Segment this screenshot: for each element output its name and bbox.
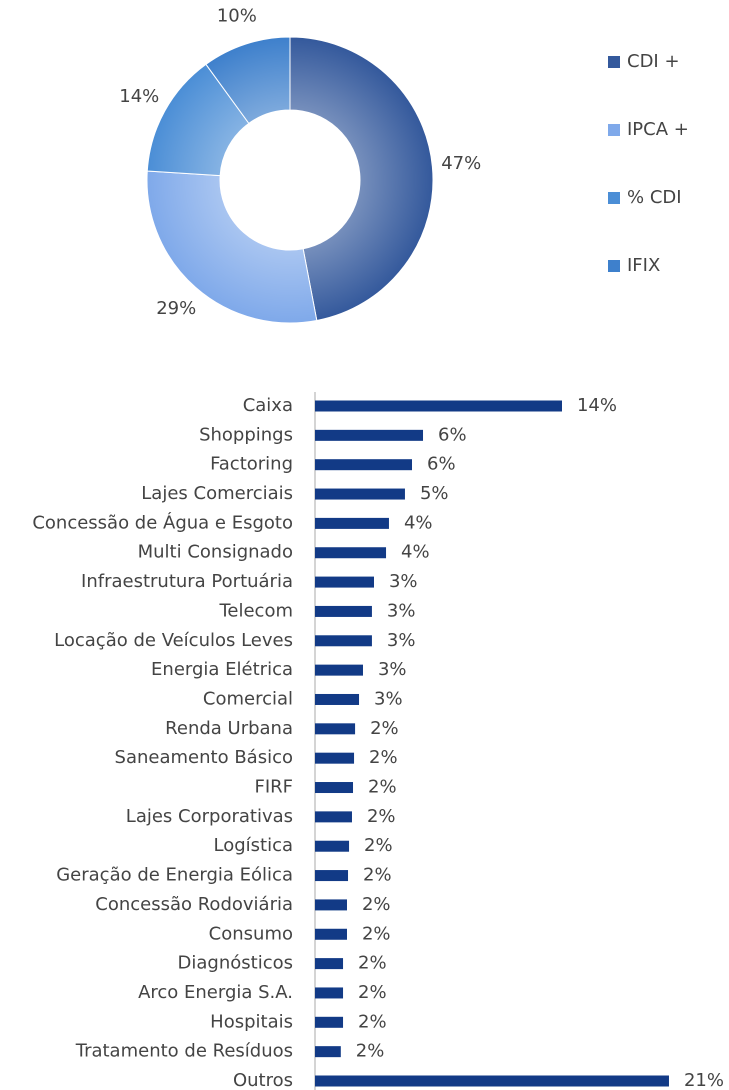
category-label: Hospitais <box>210 1011 293 1032</box>
bar <box>315 488 405 500</box>
category-label: Energia Elétrica <box>151 659 293 680</box>
category-label: Multi Consignado <box>138 542 293 563</box>
value-label: 2% <box>362 894 391 915</box>
value-label: 14% <box>577 395 617 416</box>
value-label: 4% <box>404 512 433 533</box>
value-label: 3% <box>387 630 416 651</box>
bar <box>315 635 372 647</box>
slice-label: 10% <box>217 5 257 26</box>
legend-swatch <box>608 192 620 204</box>
slice-label: 14% <box>119 86 159 107</box>
legend-label: IPCA + <box>627 119 689 140</box>
category-label: Lajes Corporativas <box>126 806 293 827</box>
value-label: 2% <box>367 806 396 827</box>
legend-swatch <box>608 260 620 272</box>
value-label: 2% <box>358 1011 387 1032</box>
category-label: Saneamento Básico <box>115 747 293 768</box>
category-label: Lajes Comerciais <box>141 483 293 504</box>
category-label: Comercial <box>203 688 293 709</box>
bar <box>315 782 354 794</box>
bar <box>315 870 349 882</box>
value-label: 3% <box>387 600 416 621</box>
category-label: Consumo <box>209 923 293 944</box>
bar <box>315 811 352 823</box>
legend-label: CDI + <box>627 51 680 72</box>
value-label: 2% <box>370 718 399 739</box>
value-label: 21% <box>684 1070 724 1090</box>
legend-label: IFIX <box>627 255 660 276</box>
bar <box>315 400 562 412</box>
bar <box>315 547 387 559</box>
category-label: Logística <box>213 835 293 856</box>
bar <box>315 459 413 471</box>
category-label: Renda Urbana <box>165 718 293 739</box>
bar <box>315 517 389 529</box>
value-label: 2% <box>364 835 393 856</box>
value-label: 2% <box>358 953 387 974</box>
legend-swatch <box>608 124 620 136</box>
bar <box>315 958 344 970</box>
bar <box>315 605 372 617</box>
slice-label: 47% <box>441 153 481 174</box>
bar <box>315 1075 669 1087</box>
bar <box>315 1046 341 1058</box>
value-label: 2% <box>358 982 387 1003</box>
category-label: Caixa <box>243 395 293 416</box>
value-label: 3% <box>389 571 418 592</box>
value-label: 2% <box>356 1041 385 1062</box>
value-label: 5% <box>420 483 449 504</box>
bar <box>315 723 356 735</box>
value-label: 2% <box>369 747 398 768</box>
category-label: Locação de Veículos Leves <box>54 630 293 651</box>
bar <box>315 664 363 676</box>
donut-hole <box>220 110 360 250</box>
category-label: Concessão de Água e Esgoto <box>32 511 293 533</box>
value-label: 6% <box>427 454 456 475</box>
value-label: 4% <box>401 542 430 563</box>
value-label: 2% <box>362 923 391 944</box>
bar <box>315 693 360 705</box>
legend-label: % CDI <box>627 187 682 208</box>
value-label: 2% <box>368 777 397 798</box>
category-label: Concessão Rodoviária <box>95 894 293 915</box>
value-label: 3% <box>378 659 407 680</box>
bar <box>315 840 350 852</box>
slice-label: 29% <box>156 298 196 319</box>
category-label: Arco Energia S.A. <box>138 982 293 1003</box>
value-label: 3% <box>374 688 403 709</box>
category-label: Factoring <box>210 454 293 475</box>
category-label: Telecom <box>218 600 293 621</box>
bar <box>315 987 344 999</box>
category-label: Outros <box>233 1070 293 1090</box>
legend-swatch <box>608 56 620 68</box>
category-label: Infraestrutura Portuária <box>81 571 293 592</box>
category-label: Geração de Energia Eólica <box>56 865 293 886</box>
category-label: FIRF <box>254 777 293 798</box>
category-label: Tratamento de Resíduos <box>75 1041 293 1062</box>
category-label: Diagnósticos <box>178 953 293 974</box>
bar <box>315 752 355 764</box>
bar <box>315 928 347 940</box>
bar <box>315 899 347 911</box>
bar <box>315 1016 344 1028</box>
value-label: 2% <box>363 865 392 886</box>
bar <box>315 429 424 441</box>
bar <box>315 576 374 588</box>
category-label: Shoppings <box>199 424 293 445</box>
value-label: 6% <box>438 424 467 445</box>
